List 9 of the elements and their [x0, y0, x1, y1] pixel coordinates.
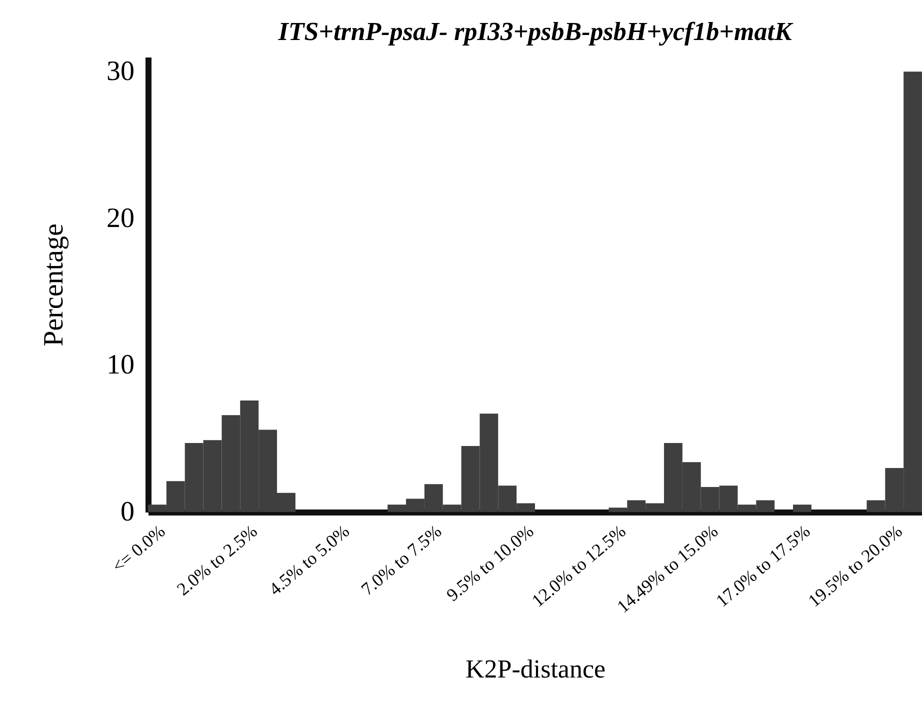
- x-tick-label: 7.0% to 7.5%: [357, 520, 446, 600]
- y-tick-label: 10: [106, 350, 134, 381]
- x-tick-label: 4.5% to 5.0%: [265, 520, 354, 600]
- x-axis-title: K2P-distance: [465, 654, 606, 684]
- y-tick-label: 20: [106, 202, 134, 234]
- chart-title: ITS+trnP-psaJ- rpI33+psbB-psbH+ycf1b+matK: [277, 17, 794, 46]
- y-axis-title: Percentage: [38, 224, 70, 346]
- bar: [793, 504, 812, 512]
- y-tick-label: 30: [106, 56, 134, 88]
